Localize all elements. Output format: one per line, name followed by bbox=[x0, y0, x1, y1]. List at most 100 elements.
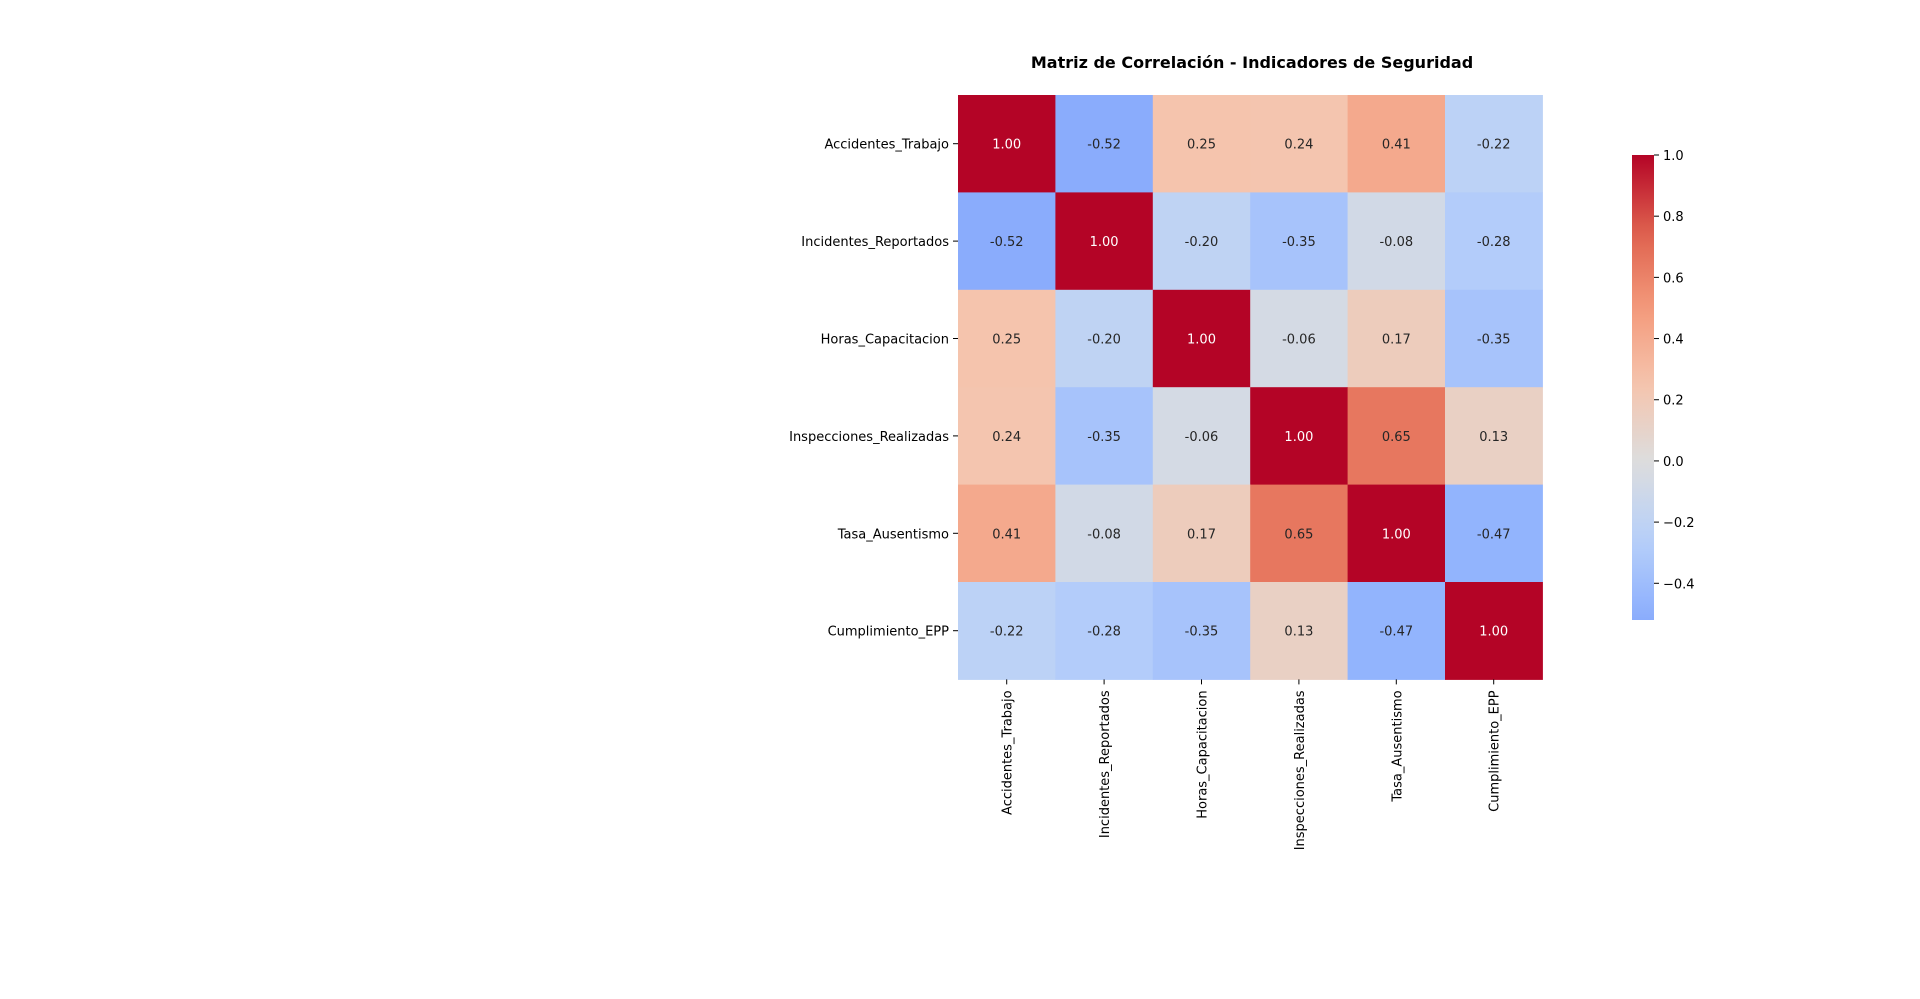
heatmap-cell bbox=[1445, 484, 1543, 583]
cell-value-label: -0.47 bbox=[1379, 625, 1413, 640]
cell-value-label: -0.20 bbox=[1185, 235, 1219, 250]
colorbar-tick-label: −0.2 bbox=[1663, 516, 1695, 531]
colorbar: −0.4 −0.2 0.0 0.2 0.4 0.6 0.8 1.0 bbox=[1632, 149, 1695, 620]
cell-value-label: 0.17 bbox=[1187, 527, 1216, 542]
heatmap-cell bbox=[1250, 192, 1349, 291]
heatmap-cell bbox=[1055, 582, 1154, 680]
cell-value-label: -0.35 bbox=[1185, 625, 1219, 640]
heatmap-cell bbox=[1152, 387, 1251, 486]
y-tick-label: Inspecciones_Realizadas bbox=[789, 430, 949, 445]
heatmap-cell bbox=[958, 289, 1056, 388]
x-tick-label: Tasa_Ausentismo bbox=[1390, 690, 1405, 802]
heatmap-cell bbox=[958, 192, 1056, 291]
cell-value-label: 0.25 bbox=[992, 333, 1021, 348]
cell-value-label: 0.65 bbox=[1382, 430, 1411, 445]
x-tick-label: Incidentes_Reportados bbox=[1098, 690, 1113, 838]
colorbar-tick-label: 0.0 bbox=[1663, 455, 1684, 470]
cell-value-label: 0.65 bbox=[1284, 527, 1313, 542]
heatmap-cell bbox=[1445, 289, 1543, 388]
cell-value-label: 0.17 bbox=[1382, 333, 1411, 348]
cell-value-label: 0.13 bbox=[1284, 625, 1313, 640]
heatmap-cell bbox=[1152, 289, 1251, 388]
cell-value-label: -0.52 bbox=[1087, 138, 1121, 153]
heatmap-cell bbox=[1055, 95, 1154, 193]
heatmap-cell bbox=[1152, 95, 1251, 193]
cell-value-label: -0.06 bbox=[1282, 333, 1316, 348]
heatmap-cells: 1.00 -0.52 0.25 0.24 0.41 -0.22 -0.52 1.00 -0.20… bbox=[958, 95, 1543, 680]
chart-title: Matriz de Correlación - Indicadores de S… bbox=[1031, 53, 1473, 72]
cell-value-label: -0.35 bbox=[1087, 430, 1121, 445]
cell-value-label: -0.08 bbox=[1379, 235, 1413, 250]
cell-value-label: 1.00 bbox=[992, 138, 1021, 153]
y-tick-label: Incidentes_Reportados bbox=[801, 235, 949, 250]
heatmap-cell bbox=[1347, 95, 1446, 193]
heatmap-cell bbox=[1445, 582, 1543, 680]
cell-value-label: -0.52 bbox=[990, 235, 1024, 250]
heatmap-cell bbox=[1347, 387, 1446, 486]
colorbar-gradient bbox=[1632, 155, 1654, 620]
heatmap-cell bbox=[1250, 387, 1349, 486]
colorbar-tick-label: 0.4 bbox=[1663, 333, 1684, 348]
x-tick-label: Inspecciones_Realizadas bbox=[1293, 690, 1308, 850]
cell-value-label: 0.24 bbox=[992, 430, 1021, 445]
cell-value-label: -0.35 bbox=[1477, 333, 1511, 348]
cell-value-label: -0.35 bbox=[1282, 235, 1316, 250]
cell-value-label: 0.41 bbox=[992, 527, 1021, 542]
colorbar-tick-label: 0.2 bbox=[1663, 394, 1684, 409]
y-axis-labels: Accidentes_Trabajo Incidentes_Reportados H… bbox=[789, 138, 958, 640]
heatmap-cell bbox=[1055, 192, 1154, 291]
cell-value-label: -0.47 bbox=[1477, 527, 1511, 542]
cell-value-label: -0.20 bbox=[1087, 333, 1121, 348]
cell-value-label: -0.28 bbox=[1477, 235, 1511, 250]
heatmap-cell bbox=[1055, 387, 1154, 486]
y-tick-label: Horas_Capacitacion bbox=[821, 333, 949, 348]
y-tick-label: Tasa_Ausentismo bbox=[837, 527, 949, 542]
heatmap-cell bbox=[1152, 484, 1251, 583]
y-tick-label: Accidentes_Trabajo bbox=[824, 138, 949, 153]
heatmap-cell bbox=[958, 484, 1056, 583]
colorbar-tick-label: −0.4 bbox=[1663, 577, 1695, 592]
cell-value-label: 1.00 bbox=[1284, 430, 1313, 445]
x-axis-labels: Accidentes_Trabajo Incidentes_Reportados H… bbox=[1001, 679, 1503, 850]
cell-value-label: -0.22 bbox=[990, 625, 1024, 640]
heatmap-cell bbox=[1055, 484, 1154, 583]
heatmap-cell bbox=[1055, 289, 1154, 388]
heatmap-cell bbox=[1445, 192, 1543, 291]
heatmap-cell bbox=[1250, 484, 1349, 583]
colorbar-tick-label: 0.6 bbox=[1663, 271, 1684, 286]
cell-value-label: -0.06 bbox=[1185, 430, 1219, 445]
x-tick-label: Cumplimiento_EPP bbox=[1488, 690, 1503, 812]
cell-value-label: -0.08 bbox=[1087, 527, 1121, 542]
x-tick-label: Horas_Capacitacion bbox=[1196, 690, 1211, 818]
cell-value-label: -0.22 bbox=[1477, 138, 1511, 153]
heatmap-cell bbox=[1250, 582, 1349, 680]
heatmap-cell bbox=[1250, 289, 1349, 388]
heatmap-cell bbox=[1347, 192, 1446, 291]
cell-value-label: 0.24 bbox=[1284, 138, 1313, 153]
x-tick-label: Accidentes_Trabajo bbox=[1001, 690, 1016, 815]
cell-value-label: 1.00 bbox=[1090, 235, 1119, 250]
cell-value-label: 0.13 bbox=[1479, 430, 1508, 445]
cell-value-label: -0.28 bbox=[1087, 625, 1121, 640]
cell-value-label: 1.00 bbox=[1187, 333, 1216, 348]
cell-value-label: 0.25 bbox=[1187, 138, 1216, 153]
cell-value-label: 1.00 bbox=[1479, 625, 1508, 640]
heatmap-cell bbox=[958, 387, 1056, 486]
heatmap-cell bbox=[1445, 387, 1543, 486]
heatmap-cell bbox=[958, 582, 1056, 680]
heatmap-cell bbox=[1152, 192, 1251, 291]
heatmap-cell bbox=[1152, 582, 1251, 680]
heatmap-cell bbox=[1347, 484, 1446, 583]
colorbar-tick-label: 0.8 bbox=[1663, 210, 1684, 225]
cell-value-label: 1.00 bbox=[1382, 527, 1411, 542]
y-tick-label: Cumplimiento_EPP bbox=[828, 625, 950, 640]
heatmap-cell bbox=[1347, 582, 1446, 680]
heatmap-cell bbox=[1347, 289, 1446, 388]
colorbar-tick-label: 1.0 bbox=[1663, 149, 1684, 164]
heatmap-cell bbox=[958, 95, 1056, 193]
heatmap-cell bbox=[1445, 95, 1543, 193]
heatmap-cell bbox=[1250, 95, 1349, 193]
cell-value-label: 0.41 bbox=[1382, 138, 1411, 153]
